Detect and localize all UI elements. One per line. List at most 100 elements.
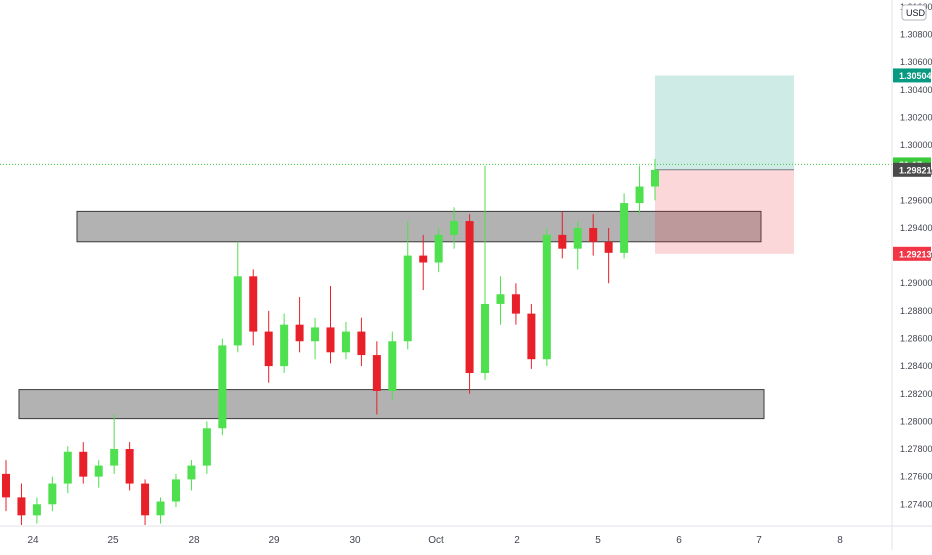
candle[interactable] [2, 460, 10, 512]
candle-body [496, 294, 505, 304]
candle[interactable] [156, 497, 165, 524]
candle-body [651, 169, 659, 187]
candle-body [171, 479, 180, 502]
candle[interactable] [218, 338, 227, 436]
candle-body [63, 451, 72, 484]
candle[interactable] [620, 193, 629, 259]
candle[interactable] [635, 165, 644, 215]
candle-body [635, 186, 644, 204]
candle[interactable] [558, 211, 567, 259]
candle-body [357, 331, 366, 356]
candle-body [187, 465, 196, 480]
candle-body [372, 355, 381, 391]
candle-body [264, 331, 273, 367]
candle[interactable] [63, 446, 72, 494]
candle-body [295, 324, 304, 342]
candle-body [32, 504, 41, 516]
long-position-stop-zone[interactable] [655, 169, 794, 254]
candle[interactable] [465, 214, 474, 394]
candle-body [233, 276, 242, 346]
candle[interactable] [48, 476, 57, 512]
candle-body [94, 465, 103, 477]
time-tick-label: 24 [27, 535, 39, 546]
time-tick-label: 2 [514, 535, 520, 546]
price-tick-label: 1.27400 [900, 499, 932, 509]
candle[interactable] [527, 303, 536, 369]
price-tick-label: 1.29000 [900, 278, 932, 288]
candle-body [434, 234, 443, 263]
candle[interactable] [589, 214, 598, 256]
price-tick-label: 1.30800 [900, 30, 932, 40]
price-badge-label: 1.30504 [899, 71, 932, 81]
candle[interactable] [511, 283, 520, 325]
candle[interactable] [403, 221, 412, 350]
price-tick-label: 1.28200 [900, 389, 932, 399]
candle[interactable] [341, 321, 350, 360]
candle[interactable] [249, 269, 258, 346]
candle[interactable] [326, 285, 335, 364]
long-position-target-zone[interactable] [655, 75, 794, 170]
candle[interactable] [171, 473, 180, 508]
candle[interactable] [110, 414, 119, 474]
candle[interactable] [280, 313, 289, 374]
candle[interactable] [233, 241, 242, 353]
candle-body [110, 449, 119, 466]
candle[interactable] [450, 207, 459, 249]
candle[interactable] [94, 460, 103, 488]
candle-body [141, 483, 150, 516]
candle-body [620, 203, 629, 253]
candle[interactable] [372, 341, 381, 415]
candle[interactable] [141, 479, 150, 525]
time-tick-label: 5 [595, 535, 601, 546]
candle[interactable] [388, 331, 397, 401]
price-tick-label: 1.30400 [900, 85, 932, 95]
candle[interactable] [202, 421, 211, 474]
candle-body [511, 294, 520, 314]
candle[interactable] [79, 442, 88, 484]
candle-body [202, 428, 211, 466]
candle-body [481, 303, 490, 374]
currency-box [901, 4, 927, 21]
price-axis[interactable] [892, 0, 932, 550]
price-tick-label: 1.28800 [900, 306, 932, 316]
time-tick-label: 28 [188, 535, 200, 546]
time-tick-label: 7 [756, 535, 762, 546]
candle[interactable] [32, 497, 41, 524]
currency-button[interactable]: USD [901, 4, 927, 21]
time-tick-label: 30 [349, 535, 361, 546]
candle[interactable] [17, 483, 26, 525]
candle[interactable] [496, 276, 505, 325]
candle[interactable] [264, 310, 273, 383]
candle[interactable] [295, 297, 304, 353]
candle[interactable] [434, 227, 443, 273]
price-tick-label: 1.28400 [900, 361, 932, 371]
candle[interactable] [357, 317, 366, 367]
price-tick-label: 1.30600 [900, 57, 932, 67]
candle-body [388, 341, 397, 391]
candle-body [450, 221, 459, 235]
resistance-zone[interactable] [76, 210, 762, 243]
candle-body [17, 497, 26, 516]
candle[interactable] [125, 442, 134, 491]
candle-body [589, 227, 598, 242]
candle[interactable] [542, 227, 551, 367]
price-badge-bg [893, 246, 931, 261]
price-tick-label: 1.30200 [900, 112, 932, 122]
candle[interactable] [604, 227, 613, 284]
support-zone[interactable] [18, 389, 765, 420]
candle[interactable] [481, 165, 490, 380]
candle-body [527, 313, 536, 360]
time-tick-label: 6 [676, 535, 682, 546]
candle-body [558, 234, 567, 249]
candle-body [573, 227, 582, 249]
candle[interactable] [651, 158, 659, 201]
candle[interactable] [187, 460, 196, 491]
candle-body [156, 501, 165, 516]
candle-body [48, 483, 57, 505]
candle[interactable] [311, 317, 320, 360]
price-tick-label: 1.29400 [900, 223, 932, 233]
candle[interactable] [573, 221, 582, 270]
candle[interactable] [419, 234, 428, 291]
